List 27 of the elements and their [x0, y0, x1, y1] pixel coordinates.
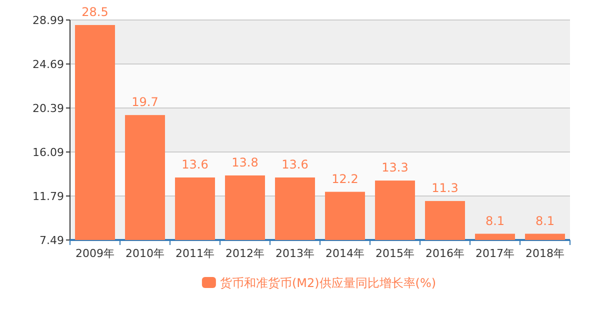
data-label: 13.3: [382, 160, 408, 175]
y-tick-label: 7.49: [40, 234, 64, 247]
data-label: 8.1: [485, 214, 505, 228]
x-tick-label: 2016年: [426, 247, 464, 260]
x-tick-label: 2010年: [126, 247, 164, 260]
data-label: 28.5: [82, 5, 108, 20]
data-label: 8.1: [535, 214, 555, 228]
data-label: 13.6: [182, 157, 208, 172]
data-label: 13.6: [282, 157, 308, 172]
x-tick-label: 2018年: [526, 247, 564, 260]
data-label: 13.8: [232, 155, 258, 170]
data-label: 12.2: [332, 172, 358, 186]
x-tick-label: 2017年: [476, 247, 514, 260]
legend-label: 货币和准货币(M2)供应量同比增长率(%): [220, 276, 436, 290]
y-tick-label: 16.09: [32, 146, 64, 159]
x-tick-label: 2012年: [226, 247, 264, 260]
x-tick-label: 2014年: [326, 247, 364, 260]
y-tick-label: 11.79: [32, 190, 64, 203]
data-label: 19.7: [132, 95, 158, 110]
x-tick-label: 2015年: [376, 247, 414, 260]
x-tick-label: 2011年: [176, 247, 214, 260]
y-tick-label: 20.39: [32, 102, 64, 115]
data-label: 11.3: [432, 181, 458, 196]
x-tick-label: 2013年: [276, 247, 314, 260]
y-tick-label: 28.99: [32, 14, 64, 27]
x-tick-label: 2009年: [76, 247, 114, 260]
y-tick-label: 24.69: [32, 58, 64, 71]
